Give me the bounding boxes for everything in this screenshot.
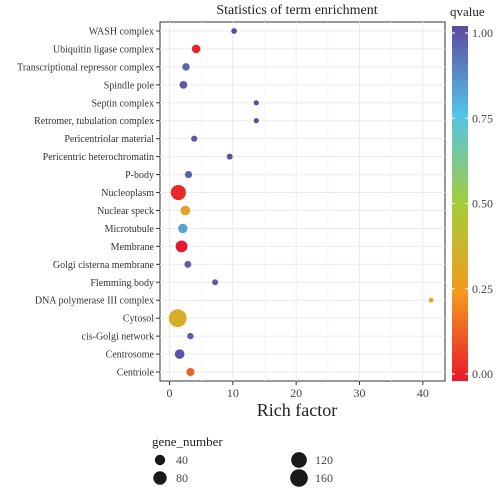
gene-number-legend-key: [291, 452, 307, 468]
data-point: [178, 223, 188, 234]
y-tick-label: Ubiquitin ligase complex: [53, 44, 154, 55]
data-point: [191, 135, 198, 142]
y-tick-label: Microtubule: [105, 224, 155, 235]
gene-number-legend: gene_number 40 80 120 160: [152, 434, 333, 487]
y-tick-label: Pericentriolar material: [64, 134, 154, 145]
y-tick-label: P-body: [125, 170, 154, 181]
x-axis-title: Rich factor: [257, 400, 337, 420]
data-point: [231, 28, 237, 34]
data-point: [186, 368, 195, 377]
data-point: [191, 44, 201, 54]
gene-number-legend-label: 80: [176, 471, 188, 485]
gene-number-legend-label: 120: [315, 453, 333, 467]
data-point: [187, 332, 194, 340]
y-tick-label: Transcriptional repressor complex: [17, 62, 154, 73]
x-tick-label: 10: [227, 386, 239, 400]
y-tick-label: Membrane: [111, 242, 155, 253]
gene-number-legend-label: 160: [315, 471, 333, 485]
y-tick-label: Retromer, tubulation complex: [34, 116, 154, 127]
data-point: [253, 100, 259, 106]
y-tick-label: WASH complex: [89, 26, 154, 37]
y-tick-label: Septin complex: [92, 98, 155, 109]
gene-number-legend-key: [153, 471, 167, 485]
data-point: [174, 349, 185, 359]
y-tick-label: Nuclear speck: [97, 206, 154, 217]
x-tick-label: 40: [417, 386, 429, 400]
data-point: [253, 118, 259, 124]
y-tick-label: Spindle pole: [104, 80, 155, 91]
point-layer: [168, 28, 434, 377]
data-point: [428, 297, 434, 303]
data-point: [182, 63, 190, 71]
axis-layer: 0 10 20 30 40 WASH complex Ubiquitin ligase co…: [17, 26, 429, 400]
gene-number-legend-key: [154, 454, 166, 466]
x-tick-label: 30: [354, 386, 366, 400]
qvalue-tick-label: 0.25: [472, 282, 493, 296]
qvalue-legend: qvalue 0.00 0.25 0.50 0.75 1.00: [450, 4, 493, 381]
qvalue-tick-label: 1.00: [472, 26, 493, 40]
qvalue-legend-title: qvalue: [450, 4, 485, 19]
gene-number-legend-label: 40: [176, 453, 188, 467]
data-point: [168, 309, 187, 328]
data-point: [184, 171, 193, 179]
y-tick-label: Pericentric heterochromatin: [43, 152, 154, 163]
y-tick-label: Centrosome: [106, 350, 155, 361]
gene-number-legend-title: gene_number: [152, 434, 223, 449]
data-point: [170, 184, 186, 201]
qvalue-tick-label: 0.50: [472, 197, 493, 211]
qvalue-tick-label: 0.00: [472, 367, 493, 381]
y-tick-label: Flemming body: [90, 278, 154, 289]
data-point: [212, 279, 219, 286]
grid-layer: [160, 22, 445, 381]
y-tick-label: Nucleoplasm: [101, 188, 154, 199]
y-tick-label: Cytosol: [123, 314, 154, 325]
chart-title: Statistics of term enrichment: [216, 3, 377, 18]
qvalue-colorbar: [452, 26, 468, 381]
y-tick-label: DNA polymerase III complex: [35, 296, 154, 307]
x-tick-label: 20: [290, 386, 302, 400]
data-point: [226, 153, 233, 160]
y-tick-label: Centriole: [117, 368, 155, 379]
data-point: [184, 260, 192, 268]
data-point: [175, 240, 188, 253]
plot-panel: [159, 21, 446, 382]
y-tick-label: Golgi cisterna membrane: [53, 260, 155, 271]
data-point: [180, 205, 191, 216]
qvalue-tick-label: 0.75: [472, 111, 493, 125]
gene-number-legend-key: [290, 469, 308, 487]
data-point: [179, 80, 188, 89]
y-tick-label: cis-Golgi network: [82, 332, 155, 343]
x-tick-label: 0: [167, 386, 173, 400]
